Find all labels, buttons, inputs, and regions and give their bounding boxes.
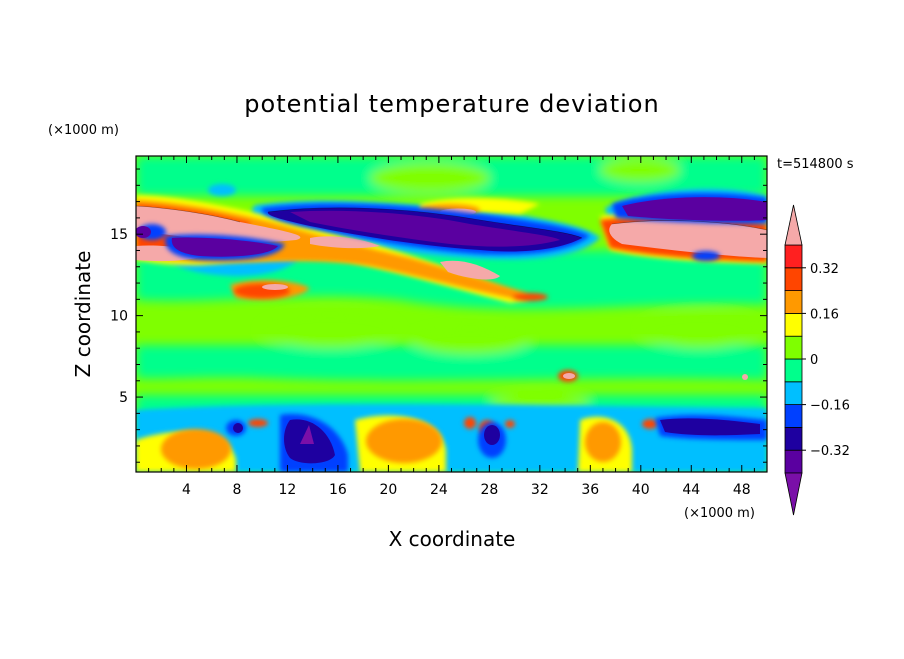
x-tick-label: 4 (182, 482, 191, 498)
x-tick-label: 44 (682, 482, 700, 498)
colorbar-segment (784, 312, 803, 337)
chart-title: potential temperature deviation (244, 90, 659, 118)
colorbar-label: 0.32 (810, 262, 839, 277)
contour-lines (136, 205, 767, 239)
colorbar-segment (784, 335, 803, 360)
x-tick-label: 24 (430, 482, 448, 498)
colorbar-segment (784, 267, 803, 291)
x-tick-label: 16 (329, 482, 347, 498)
y-tick-label: 15 (110, 227, 128, 243)
contour-field (136, 156, 767, 472)
colorbar-max-arrow (784, 204, 803, 246)
colorbar: 0.32 0.16 0 −0.16 −0.32 (784, 204, 850, 516)
colorbar-segment (784, 358, 803, 383)
warm-cores (136, 206, 767, 380)
z-unit-label: (×1000 m) (48, 123, 119, 138)
y-axis: 5 10 15 (110, 168, 767, 463)
x-axis: 4 8 12 16 20 24 28 32 36 40 44 48 (148, 156, 755, 498)
colorbar-segment (784, 244, 803, 269)
colorbar-label: −0.32 (810, 444, 850, 459)
colorbar-label: 0 (810, 353, 818, 368)
y-tick-label: 5 (119, 390, 128, 406)
x-tick-label: 28 (480, 482, 498, 498)
x-unit-label: (×1000 m) (684, 506, 755, 521)
colorbar-segment (784, 290, 803, 314)
colorbar-segment (784, 381, 803, 405)
x-tick-label: 12 (279, 482, 297, 498)
y-axis-label: Z coordinate (71, 251, 95, 378)
colorbar-label: 0.16 (810, 307, 839, 322)
x-axis-label: X coordinate (389, 527, 516, 551)
colorbar-segment (784, 404, 803, 428)
x-tick-label: 32 (531, 482, 549, 498)
x-tick-label: 8 (232, 482, 241, 498)
colorbar-label: −0.16 (810, 399, 850, 414)
y-tick-label: 10 (110, 309, 128, 325)
colorbar-segment (784, 426, 803, 451)
x-tick-label: 48 (733, 482, 751, 498)
cold-cores (136, 197, 767, 464)
colorbar-min-arrow (784, 472, 803, 516)
time-label: t=514800 s (777, 157, 854, 172)
x-tick-label: 40 (632, 482, 650, 498)
x-tick-label: 20 (379, 482, 397, 498)
x-tick-label: 36 (581, 482, 599, 498)
colorbar-segment (784, 449, 803, 474)
